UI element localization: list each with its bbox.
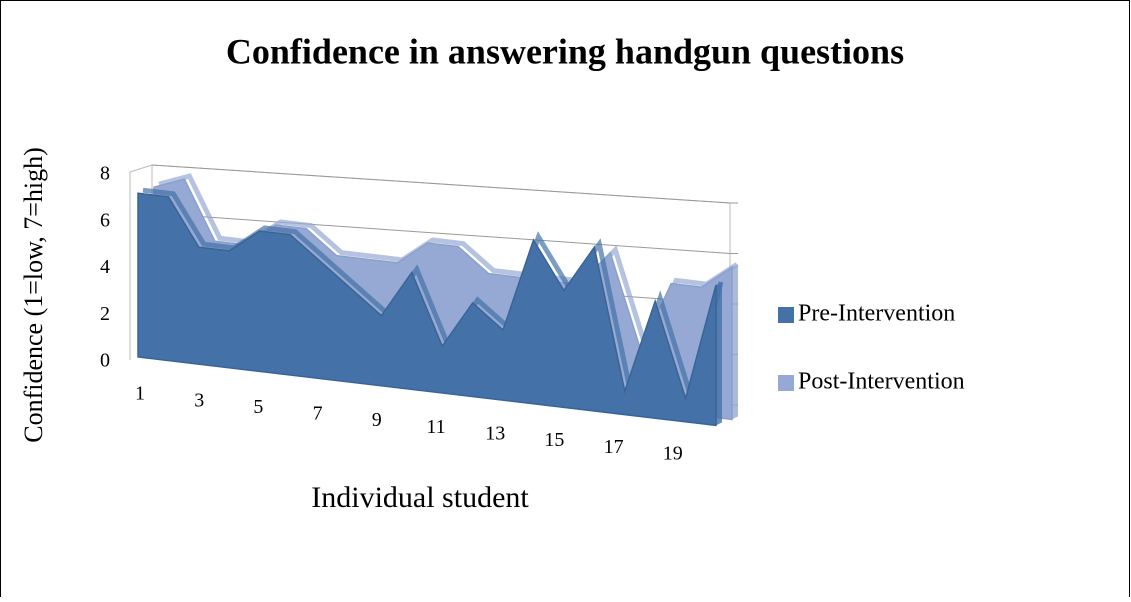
x-tick-label: 19	[663, 443, 683, 465]
x-tick-label: 3	[194, 389, 204, 411]
x-tick-label: 5	[253, 396, 263, 418]
x-tick-label: 11	[426, 416, 445, 438]
y-tick-label: 8	[100, 163, 110, 185]
legend-swatch	[778, 375, 794, 391]
x-tick-label: 15	[544, 429, 564, 451]
x-axis-label: Individual student	[311, 481, 529, 514]
grid-line	[151, 212, 731, 254]
area-depth	[732, 264, 738, 420]
side-wall	[129, 164, 153, 173]
legend-swatch	[778, 307, 794, 323]
x-tick-label: 9	[372, 409, 382, 431]
area-depth	[716, 282, 722, 426]
legend-label: Pre-Intervention	[798, 301, 955, 327]
legend-label: Post-Intervention	[798, 369, 965, 395]
y-axis-label: Confidence (1=low, 7=high)	[19, 147, 48, 443]
y-tick-label: 0	[100, 350, 110, 372]
area	[137, 192, 717, 427]
x-tick-label: 13	[485, 423, 505, 445]
grid-line	[151, 164, 731, 204]
y-tick-label: 2	[100, 303, 110, 325]
chart-title: Confidence in answering handgun question…	[226, 31, 904, 71]
x-tick-label: 1	[135, 383, 145, 405]
x-tick-label: 17	[604, 436, 624, 458]
y-tick-label: 4	[100, 256, 110, 278]
x-tick-label: 7	[313, 403, 323, 425]
y-tick-label: 6	[100, 209, 110, 231]
